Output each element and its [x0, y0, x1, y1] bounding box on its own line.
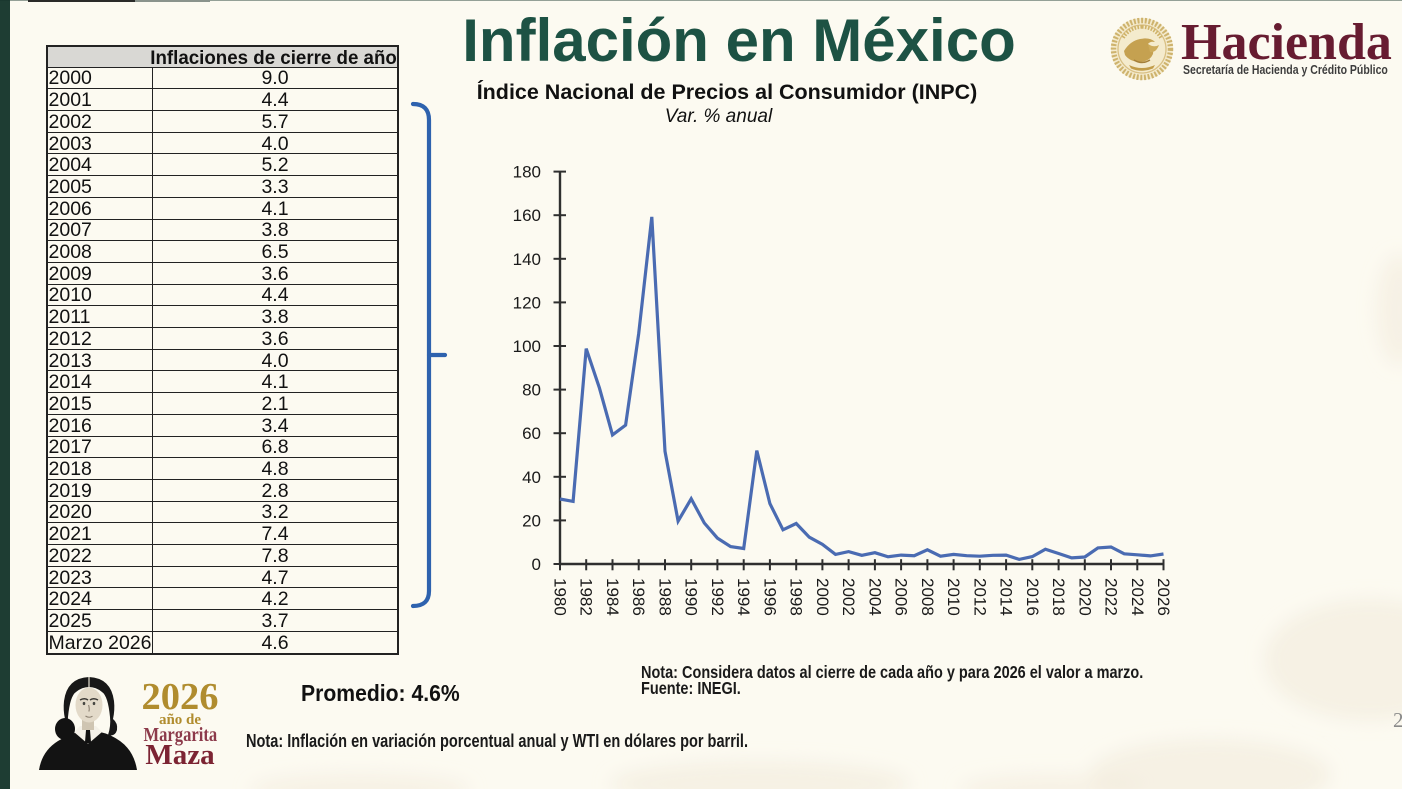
svg-text:2000: 2000 — [813, 578, 832, 616]
svg-text:120: 120 — [513, 293, 541, 312]
svg-text:2010: 2010 — [944, 578, 963, 616]
svg-text:2002: 2002 — [839, 578, 858, 616]
svg-text:0: 0 — [532, 555, 541, 574]
svg-text:160: 160 — [513, 206, 541, 225]
svg-text:2016: 2016 — [1023, 578, 1042, 616]
svg-text:2012: 2012 — [970, 578, 989, 616]
svg-text:2014: 2014 — [997, 578, 1016, 616]
svg-text:1996: 1996 — [760, 578, 779, 616]
svg-text:2008: 2008 — [918, 578, 937, 616]
svg-text:1980: 1980 — [551, 578, 570, 616]
svg-text:1998: 1998 — [787, 578, 806, 616]
svg-text:2026: 2026 — [1154, 578, 1173, 616]
svg-text:1990: 1990 — [682, 578, 701, 616]
svg-text:80: 80 — [522, 381, 541, 400]
svg-text:1988: 1988 — [656, 578, 675, 616]
svg-text:140: 140 — [513, 250, 541, 269]
svg-text:2024: 2024 — [1128, 578, 1147, 616]
svg-text:2018: 2018 — [1049, 578, 1068, 616]
svg-text:2020: 2020 — [1075, 578, 1094, 616]
svg-text:20: 20 — [522, 511, 541, 530]
svg-text:2006: 2006 — [892, 578, 911, 616]
svg-text:1984: 1984 — [603, 578, 622, 616]
svg-text:180: 180 — [513, 163, 541, 182]
svg-text:1994: 1994 — [734, 578, 753, 616]
svg-text:100: 100 — [513, 337, 541, 356]
svg-text:60: 60 — [522, 424, 541, 443]
svg-text:1982: 1982 — [577, 578, 596, 616]
svg-text:1992: 1992 — [708, 578, 727, 616]
svg-text:40: 40 — [522, 468, 541, 487]
svg-text:2022: 2022 — [1102, 578, 1121, 616]
svg-text:2004: 2004 — [865, 578, 884, 616]
svg-text:1986: 1986 — [629, 578, 648, 616]
